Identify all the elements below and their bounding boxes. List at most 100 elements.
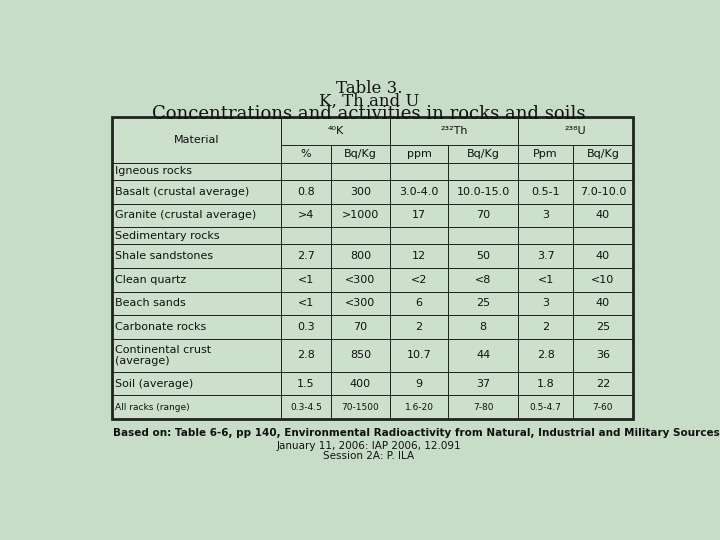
Text: 44: 44 bbox=[476, 350, 490, 360]
Bar bbox=[449, 372, 518, 395]
Text: 25: 25 bbox=[476, 299, 490, 308]
Bar bbox=[390, 227, 449, 245]
Text: 40: 40 bbox=[596, 211, 610, 220]
Bar bbox=[518, 117, 632, 145]
Bar bbox=[518, 292, 573, 315]
Text: Sedimentary rocks: Sedimentary rocks bbox=[114, 231, 220, 241]
Text: <1: <1 bbox=[298, 275, 314, 285]
Bar bbox=[281, 292, 331, 315]
Text: 9: 9 bbox=[415, 379, 423, 389]
Text: 3: 3 bbox=[542, 299, 549, 308]
Text: Shale sandstones: Shale sandstones bbox=[114, 251, 213, 261]
Bar bbox=[518, 395, 573, 419]
Bar bbox=[518, 227, 573, 245]
Text: Based on: Table 6-6, pp 140, Environmental Radioactivity from Natural, Industria: Based on: Table 6-6, pp 140, Environment… bbox=[113, 428, 720, 438]
Bar bbox=[331, 145, 390, 163]
Bar bbox=[573, 372, 632, 395]
Text: 3.0-4.0: 3.0-4.0 bbox=[400, 187, 438, 197]
Bar bbox=[518, 372, 573, 395]
Text: 10.7: 10.7 bbox=[407, 350, 431, 360]
Text: Session 2A: P. ILA: Session 2A: P. ILA bbox=[323, 451, 415, 461]
Text: 17: 17 bbox=[412, 211, 426, 220]
Bar bbox=[390, 180, 449, 204]
Bar bbox=[390, 145, 449, 163]
Text: ppm: ppm bbox=[407, 149, 431, 159]
Bar bbox=[449, 268, 518, 292]
Text: January 11, 2006: IAP 2006, 12.091: January 11, 2006: IAP 2006, 12.091 bbox=[276, 441, 462, 450]
Bar bbox=[390, 315, 449, 339]
Text: 800: 800 bbox=[350, 251, 371, 261]
Bar bbox=[573, 268, 632, 292]
Bar bbox=[573, 145, 632, 163]
Text: 3.7: 3.7 bbox=[536, 251, 554, 261]
Bar bbox=[281, 204, 331, 227]
Text: 2.8: 2.8 bbox=[297, 350, 315, 360]
Bar bbox=[281, 117, 390, 145]
Text: Beach sands: Beach sands bbox=[114, 299, 186, 308]
Bar bbox=[112, 227, 281, 245]
Bar bbox=[331, 268, 390, 292]
Text: 0.3: 0.3 bbox=[297, 322, 315, 332]
Bar bbox=[331, 204, 390, 227]
Bar bbox=[449, 204, 518, 227]
Text: 0.3-4.5: 0.3-4.5 bbox=[290, 403, 322, 411]
Bar bbox=[390, 204, 449, 227]
Bar bbox=[573, 245, 632, 268]
Bar bbox=[573, 339, 632, 372]
Bar bbox=[281, 227, 331, 245]
Bar bbox=[390, 117, 518, 145]
Bar bbox=[112, 372, 281, 395]
Text: >1000: >1000 bbox=[342, 211, 379, 220]
Text: >4: >4 bbox=[298, 211, 314, 220]
Bar bbox=[573, 180, 632, 204]
Bar bbox=[331, 245, 390, 268]
Bar bbox=[449, 145, 518, 163]
Bar bbox=[449, 339, 518, 372]
Text: 2: 2 bbox=[415, 322, 423, 332]
Text: 2: 2 bbox=[542, 322, 549, 332]
Bar bbox=[449, 227, 518, 245]
Bar bbox=[449, 292, 518, 315]
Text: 40: 40 bbox=[596, 251, 610, 261]
Bar bbox=[281, 268, 331, 292]
Text: Bq/Kg: Bq/Kg bbox=[587, 149, 619, 159]
Text: Granite (crustal average): Granite (crustal average) bbox=[114, 211, 256, 220]
Bar bbox=[112, 117, 632, 419]
Text: ²³²Th: ²³²Th bbox=[440, 126, 467, 136]
Bar bbox=[390, 292, 449, 315]
Bar bbox=[112, 268, 281, 292]
Text: 400: 400 bbox=[350, 379, 371, 389]
Bar bbox=[281, 315, 331, 339]
Text: 70-1500: 70-1500 bbox=[341, 403, 379, 411]
Bar bbox=[390, 163, 449, 180]
Text: <10: <10 bbox=[591, 275, 614, 285]
Bar bbox=[518, 180, 573, 204]
Bar bbox=[281, 180, 331, 204]
Bar bbox=[518, 204, 573, 227]
Text: Carbonate rocks: Carbonate rocks bbox=[114, 322, 206, 332]
Text: Bq/Kg: Bq/Kg bbox=[467, 149, 500, 159]
Text: 1.6-20: 1.6-20 bbox=[405, 403, 433, 411]
Bar bbox=[390, 395, 449, 419]
Bar bbox=[449, 163, 518, 180]
Text: 1.8: 1.8 bbox=[536, 379, 554, 389]
Text: 0.8: 0.8 bbox=[297, 187, 315, 197]
Text: 7-80: 7-80 bbox=[473, 403, 493, 411]
Bar bbox=[390, 339, 449, 372]
Bar bbox=[573, 227, 632, 245]
Bar bbox=[112, 180, 281, 204]
Text: Continental crust
(average): Continental crust (average) bbox=[114, 345, 211, 366]
Text: 6: 6 bbox=[415, 299, 423, 308]
Bar bbox=[518, 339, 573, 372]
Text: <1: <1 bbox=[298, 299, 314, 308]
Text: ²³⁸U: ²³⁸U bbox=[564, 126, 586, 136]
Bar bbox=[281, 372, 331, 395]
Bar bbox=[331, 315, 390, 339]
Bar bbox=[573, 395, 632, 419]
Bar bbox=[331, 292, 390, 315]
Bar bbox=[518, 268, 573, 292]
Bar bbox=[573, 292, 632, 315]
Text: 12: 12 bbox=[412, 251, 426, 261]
Text: 36: 36 bbox=[596, 350, 610, 360]
Bar bbox=[518, 145, 573, 163]
